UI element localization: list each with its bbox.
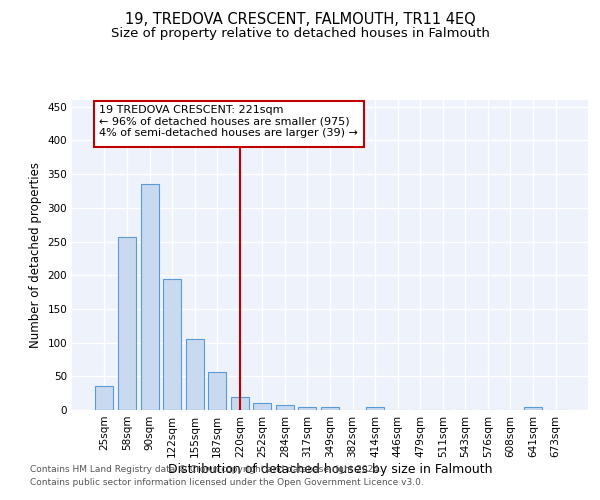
Bar	[231, 396, 249, 410]
Bar	[276, 404, 294, 410]
Bar	[140, 184, 158, 410]
Bar	[253, 402, 271, 410]
Text: Contains HM Land Registry data © Crown copyright and database right 2024.: Contains HM Land Registry data © Crown c…	[30, 466, 382, 474]
Bar	[185, 339, 204, 410]
Text: 4% of semi-detached houses are larger (39) →: 4% of semi-detached houses are larger (3…	[99, 128, 358, 138]
Bar	[524, 406, 542, 410]
Text: ← 96% of detached houses are smaller (975): ← 96% of detached houses are smaller (97…	[99, 116, 349, 126]
Text: 19 TREDOVA CRESCENT: 221sqm: 19 TREDOVA CRESCENT: 221sqm	[99, 104, 283, 115]
Bar	[366, 406, 384, 410]
Y-axis label: Number of detached properties: Number of detached properties	[29, 162, 42, 348]
Bar	[118, 237, 136, 410]
Bar	[163, 278, 181, 410]
Bar	[95, 386, 113, 410]
Bar	[321, 406, 339, 410]
Text: Size of property relative to detached houses in Falmouth: Size of property relative to detached ho…	[110, 28, 490, 40]
Text: 19, TREDOVA CRESCENT, FALMOUTH, TR11 4EQ: 19, TREDOVA CRESCENT, FALMOUTH, TR11 4EQ	[125, 12, 475, 28]
Bar	[298, 406, 316, 410]
FancyBboxPatch shape	[94, 102, 364, 147]
X-axis label: Distribution of detached houses by size in Falmouth: Distribution of detached houses by size …	[168, 462, 492, 475]
Text: Contains public sector information licensed under the Open Government Licence v3: Contains public sector information licen…	[30, 478, 424, 487]
Bar	[208, 372, 226, 410]
